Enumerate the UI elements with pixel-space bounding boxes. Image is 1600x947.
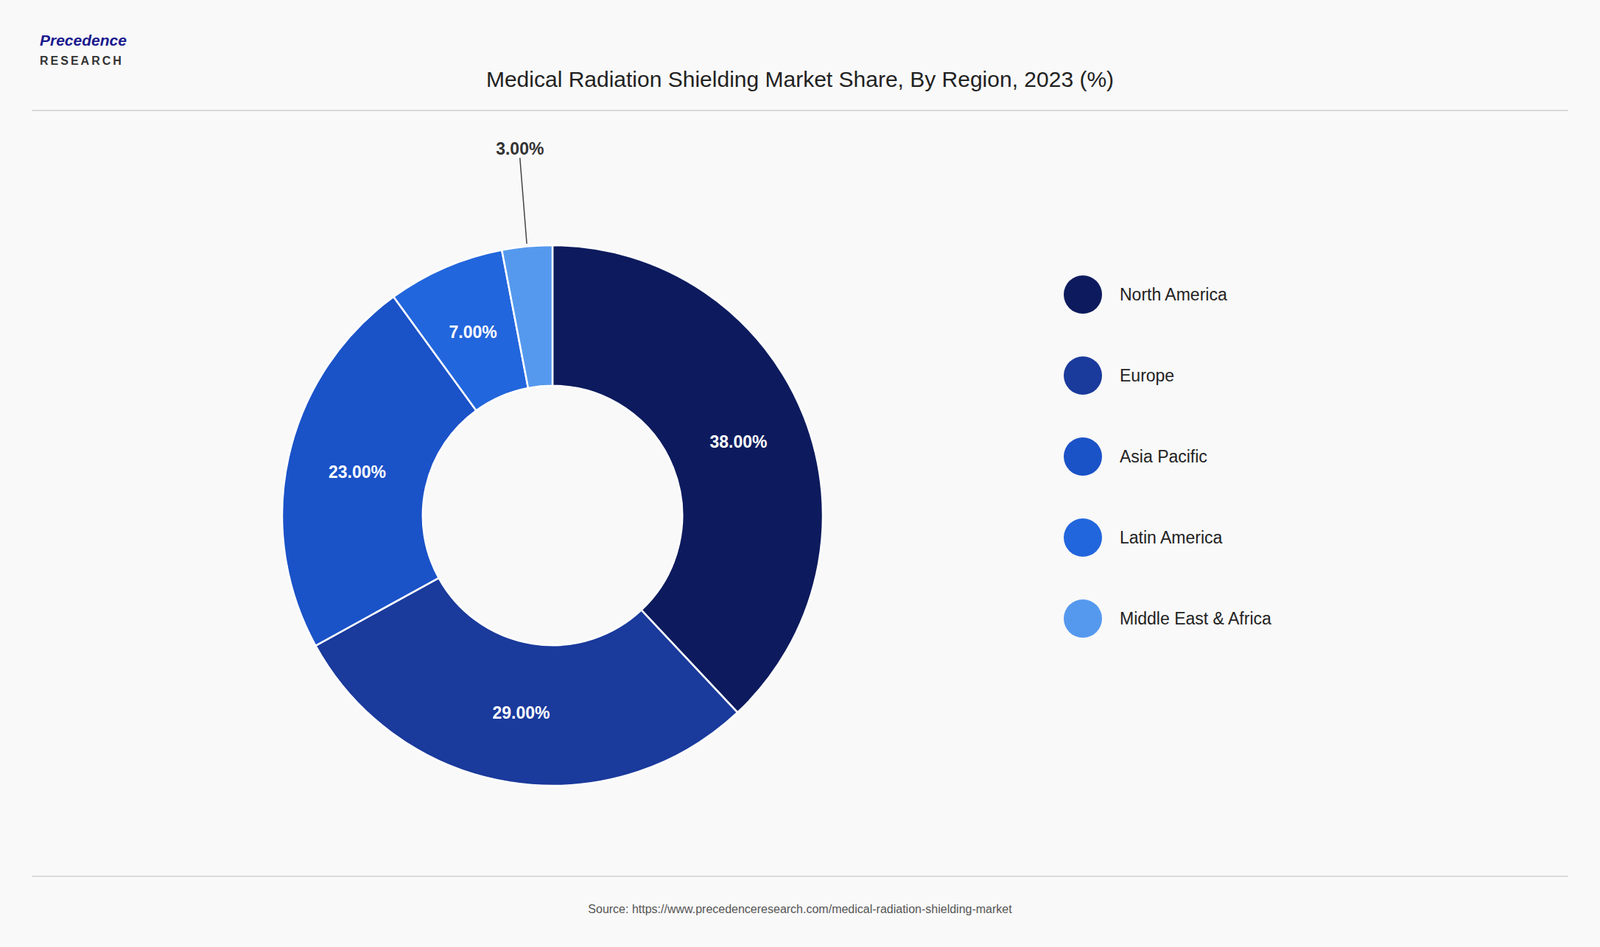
- donut: 38.00% 29.00% 23.00% 7.00% 3.00%: [282, 139, 823, 787]
- background: [0, 0, 1600, 947]
- source: Source: https://www.precedenceresearch.c…: [587, 903, 1013, 916]
- data-labels: 38.00% 29.00% 23.00% 7.00% 3.00%: [328, 139, 768, 723]
- legend-label: Middle East & Africa: [1119, 609, 1272, 629]
- legend-swatch: [1063, 437, 1103, 476]
- leader-line: [520, 157, 527, 244]
- slice: [501, 245, 553, 389]
- legend-label: North America: [1119, 285, 1228, 305]
- legend-swatch: [1063, 518, 1103, 557]
- legend-swatch: [1063, 599, 1103, 638]
- data-label: 38.00%: [710, 432, 768, 452]
- separator: [31, 109, 1568, 111]
- legend: North America Europe Asia Pacific Latin Ame…: [1063, 275, 1272, 638]
- slices: [282, 245, 823, 787]
- legend-swatch: [1063, 275, 1103, 314]
- legend-label: Latin America: [1119, 528, 1223, 548]
- logo-line1: Precedence: [39, 31, 127, 49]
- legend-label: Asia Pacific: [1119, 447, 1208, 467]
- logo-line2: RESEARCH: [39, 54, 124, 68]
- data-label: 7.00%: [449, 322, 498, 342]
- chart: Precedence RESEARCH Medical Radiation Shie…: [0, 0, 1600, 947]
- data-label: 29.00%: [492, 703, 551, 723]
- data-label: 3.00%: [495, 139, 544, 159]
- separator: [31, 875, 1568, 877]
- title: Medical Radiation Shielding Market Share…: [486, 67, 1114, 92]
- legend-label: Europe: [1119, 366, 1175, 386]
- data-label: 23.00%: [328, 462, 387, 482]
- legend-swatch: [1063, 356, 1103, 395]
